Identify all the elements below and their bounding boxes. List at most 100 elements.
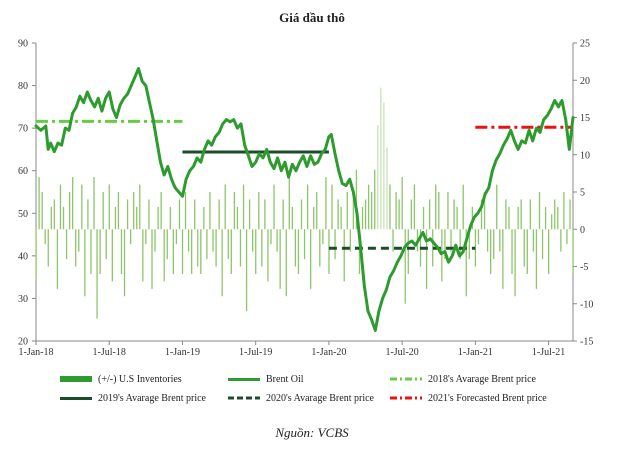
inventory-bar	[87, 199, 89, 230]
inventory-bar	[435, 184, 437, 230]
inventory-bar	[340, 206, 342, 230]
inventory-bar	[252, 229, 254, 252]
inventory-bar	[90, 229, 92, 274]
inventory-bar	[166, 229, 168, 260]
inventory-bar	[554, 199, 556, 230]
legend-item-avg2020: 2020's Avarage Brent price	[228, 391, 374, 405]
inventory-bar	[261, 229, 263, 267]
inventory-bar	[157, 206, 159, 230]
inventory-bar	[322, 229, 324, 245]
inventory-bar	[328, 229, 330, 274]
legend-swatch-avg2019	[60, 396, 92, 400]
inventory-bar	[453, 199, 455, 230]
y-right-tick-label: 15	[580, 113, 590, 124]
inventory-bar	[413, 184, 416, 230]
inventory-bar	[566, 229, 568, 245]
inventory-bar	[209, 192, 211, 230]
inventory-bar	[181, 229, 184, 274]
inventory-bar	[459, 229, 461, 260]
inventory-bar	[300, 199, 303, 230]
inventory-bar	[111, 229, 113, 282]
inventory-bar	[242, 184, 245, 230]
inventory-bar	[425, 229, 428, 289]
inventory-bar	[514, 229, 516, 297]
inventory-bar	[377, 124, 379, 230]
inventory-bar	[172, 229, 175, 274]
inventory-bar	[529, 199, 531, 230]
legend-item-fc2021: 2021's Forecasted Brent price	[390, 391, 547, 405]
inventory-bar	[267, 229, 269, 282]
inventory-bar	[142, 229, 144, 282]
inventory-bar	[282, 199, 284, 230]
inventory-bar	[38, 177, 40, 230]
inventory-bar	[477, 229, 480, 245]
inventory-bar	[224, 184, 226, 230]
inventory-bar	[194, 199, 196, 230]
chart-legend: (+/-) U.S Inventories Brent Oil 2018's A…	[60, 372, 600, 406]
inventory-bar	[108, 184, 110, 230]
inventory-bar	[547, 229, 550, 274]
inventory-bar	[178, 199, 181, 230]
inventory-bar	[56, 229, 59, 289]
inventory-bar	[133, 192, 135, 230]
chart-canvas: 20 30 40 50 60 70 80 90 -15 -10 -5 0 5 10 15 20 25 1-Jan-…	[18, 39, 593, 359]
inventory-bar	[245, 229, 248, 312]
inventory-bar	[72, 177, 74, 230]
inventory-bar	[505, 199, 507, 230]
y-right-tick-label: -10	[580, 299, 593, 310]
chart-title: Giá dầu thô	[279, 10, 345, 25]
y-right-tick-label: 0	[580, 225, 585, 236]
inventory-bar	[120, 229, 123, 274]
inventory-bar	[148, 199, 150, 230]
inventory-bar	[483, 192, 486, 230]
inventory-bar	[361, 206, 364, 230]
inventory-bar	[462, 184, 464, 230]
inventory-bar	[358, 229, 361, 274]
inventory-bar	[270, 229, 272, 245]
inventory-bar	[313, 206, 315, 230]
y-right-tick-label: 5	[580, 188, 585, 199]
inventory-bar	[508, 206, 510, 230]
inventory-bar	[383, 102, 385, 230]
x-tick-label: 1-Jul-18	[93, 347, 126, 358]
x-tick-label: 1-Jan-18	[19, 347, 54, 358]
inventory-bar	[291, 206, 293, 230]
legend-swatch-inventories	[60, 376, 92, 382]
inventory-bar	[136, 206, 138, 230]
inventory-bar	[255, 229, 257, 274]
inventory-bar	[175, 229, 178, 245]
inventory-bar	[380, 87, 382, 230]
inventory-bar	[355, 169, 358, 230]
x-tick-label: 1-Jul-20	[385, 347, 418, 358]
inventory-bar	[294, 229, 297, 267]
inventory-bar	[319, 229, 321, 267]
y-left-tick-label: 30	[18, 294, 28, 305]
legend-item-brent: Brent Oil	[228, 372, 304, 386]
inventory-bar	[517, 206, 519, 230]
inventory-bar	[346, 192, 348, 230]
brent-oil-line	[34, 67, 575, 332]
legend-label-brent: Brent Oil	[266, 373, 304, 385]
inventory-bar	[81, 184, 83, 230]
inventory-bar	[65, 229, 68, 260]
inventory-bar	[276, 229, 278, 252]
y-left-tick-label: 90	[18, 39, 28, 50]
inventory-bar	[343, 229, 345, 282]
inventory-bar	[438, 192, 440, 230]
inventory-bar	[212, 229, 214, 252]
inventory-bar	[374, 169, 376, 230]
inventory-bar	[371, 192, 373, 230]
inventory-bar	[401, 177, 403, 230]
inventory-bar	[486, 229, 489, 252]
inventory-bar	[297, 229, 300, 274]
inventory-bar	[41, 192, 43, 230]
inventory-bar	[447, 192, 449, 230]
inventory-bar	[523, 229, 525, 267]
inventory-bar	[465, 229, 467, 297]
legend-swatch-avg2020	[228, 396, 260, 400]
legend-label-avg2020: 2020's Avarage Brent price	[266, 392, 374, 404]
inventory-bar	[349, 229, 351, 252]
inventory-bar	[197, 229, 199, 267]
inventory-bar	[303, 229, 306, 260]
inventory-bar	[96, 229, 98, 319]
